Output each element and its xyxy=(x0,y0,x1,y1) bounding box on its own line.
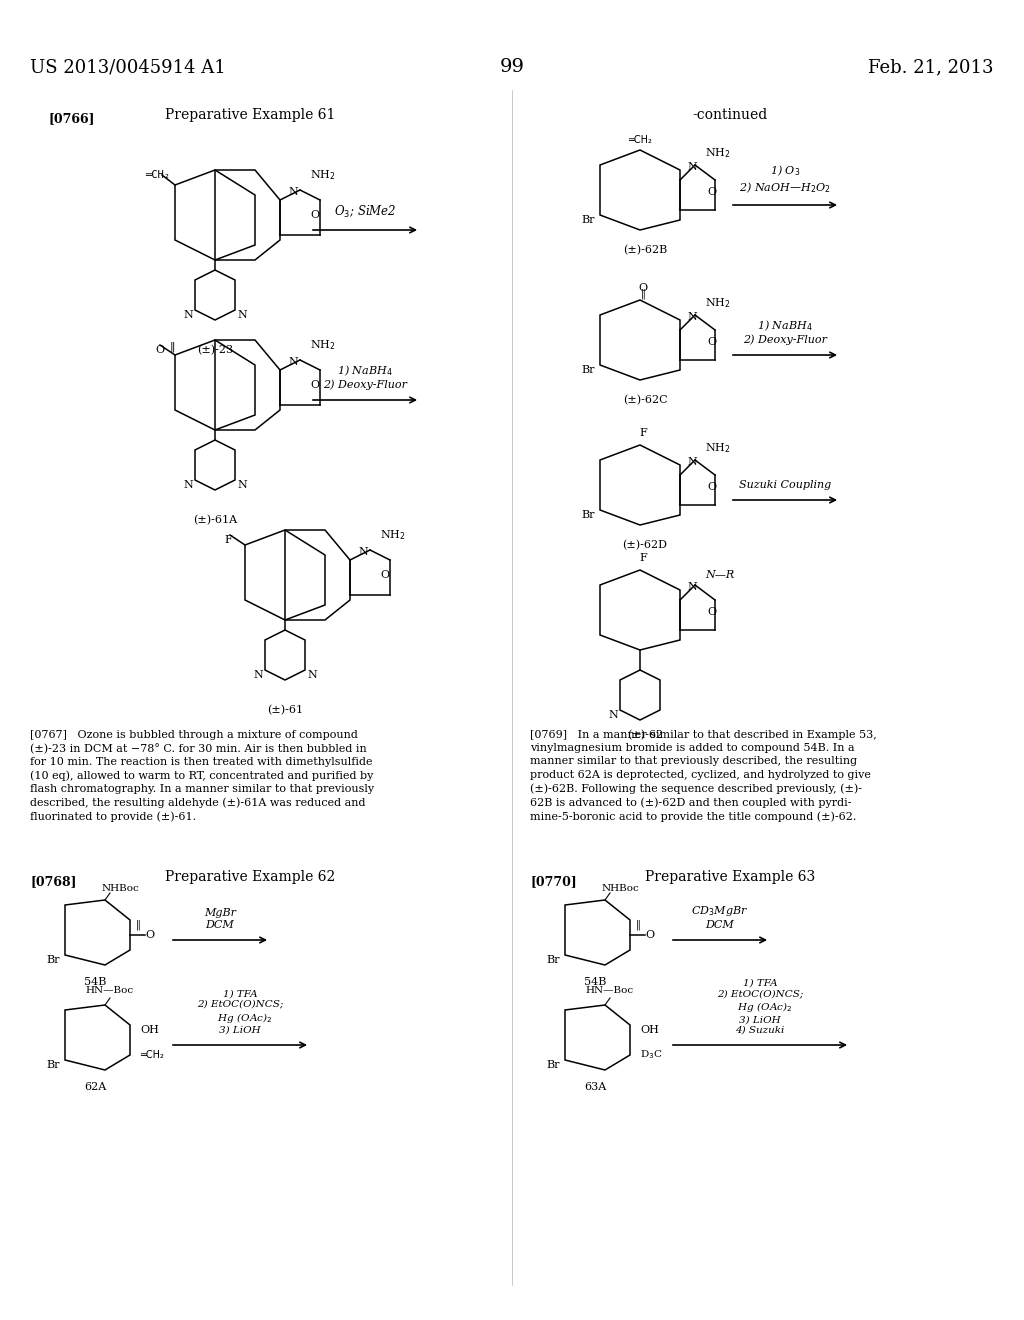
Text: O: O xyxy=(310,380,319,389)
Text: (±)-61: (±)-61 xyxy=(267,705,303,715)
Text: 1) O$_3$
2) NaOH—H$_2$O$_2$: 1) O$_3$ 2) NaOH—H$_2$O$_2$ xyxy=(739,164,830,195)
Text: N—R: N—R xyxy=(705,570,734,579)
Text: (±)-62B: (±)-62B xyxy=(623,246,667,255)
Text: N: N xyxy=(687,312,697,322)
Text: O: O xyxy=(638,282,647,293)
Text: N: N xyxy=(183,480,193,490)
Text: Br: Br xyxy=(46,1060,60,1071)
Text: 54B: 54B xyxy=(584,977,606,987)
Text: [0769]   In a manner similar to that described in Example 53,
vinylmagnesium bro: [0769] In a manner similar to that descr… xyxy=(530,730,877,821)
Text: NHBoc: NHBoc xyxy=(101,884,139,894)
Text: N: N xyxy=(687,457,697,467)
Text: O: O xyxy=(708,337,717,347)
Text: O: O xyxy=(645,931,654,940)
Text: [0766]: [0766] xyxy=(48,112,94,125)
Text: ‖: ‖ xyxy=(135,920,140,931)
Text: 1) TFA
2) EtOC(O)NCS;
   Hg (OAc)$_2$
3) LiOH: 1) TFA 2) EtOC(O)NCS; Hg (OAc)$_2$ 3) Li… xyxy=(197,989,284,1035)
Text: N: N xyxy=(687,582,697,591)
Text: (±)-62D: (±)-62D xyxy=(623,540,668,550)
Text: O: O xyxy=(145,931,155,940)
Text: (±)-23: (±)-23 xyxy=(197,345,233,355)
Text: [0767]   Ozone is bubbled through a mixture of compound
(±)-23 in DCM at −78° C.: [0767] Ozone is bubbled through a mixtur… xyxy=(30,730,374,822)
Text: O: O xyxy=(310,210,319,220)
Text: [0768]: [0768] xyxy=(30,875,77,888)
Text: N: N xyxy=(358,546,368,557)
Text: 54B: 54B xyxy=(84,977,106,987)
Text: N: N xyxy=(288,187,298,197)
Text: OH: OH xyxy=(140,1026,159,1035)
Text: Preparative Example 63: Preparative Example 63 xyxy=(645,870,815,884)
Text: Br: Br xyxy=(547,954,560,965)
Text: F: F xyxy=(639,553,647,564)
Text: N: N xyxy=(687,162,697,172)
Text: O: O xyxy=(708,187,717,197)
Text: NH$_2$: NH$_2$ xyxy=(705,441,731,455)
Text: Feb. 21, 2013: Feb. 21, 2013 xyxy=(868,58,994,77)
Text: NH$_2$: NH$_2$ xyxy=(705,296,731,310)
Text: US 2013/0045914 A1: US 2013/0045914 A1 xyxy=(30,58,225,77)
Text: ═CH₂: ═CH₂ xyxy=(140,1049,164,1060)
Text: Br: Br xyxy=(582,215,595,224)
Text: ‖: ‖ xyxy=(636,920,640,931)
Text: ═CH₂: ═CH₂ xyxy=(628,135,652,145)
Text: 63A: 63A xyxy=(584,1082,606,1092)
Text: O: O xyxy=(708,482,717,492)
Text: 62A: 62A xyxy=(84,1082,106,1092)
Text: Br: Br xyxy=(582,510,595,520)
Text: Br: Br xyxy=(46,954,60,965)
Text: D$_3$C: D$_3$C xyxy=(640,1048,663,1061)
Text: OH: OH xyxy=(640,1026,658,1035)
Text: ‖: ‖ xyxy=(169,342,175,352)
Text: F: F xyxy=(224,535,232,545)
Text: F: F xyxy=(639,428,647,438)
Text: CD$_3$MgBr
DCM: CD$_3$MgBr DCM xyxy=(691,904,749,931)
Text: N: N xyxy=(608,710,618,719)
Text: HN—Boc: HN—Boc xyxy=(86,986,134,995)
Text: N: N xyxy=(237,310,247,319)
Text: [0770]: [0770] xyxy=(530,875,577,888)
Text: -continued: -continued xyxy=(692,108,768,121)
Text: 1) NaBH$_4$
2) Deoxy-Fluor: 1) NaBH$_4$ 2) Deoxy-Fluor xyxy=(743,318,827,345)
Text: N: N xyxy=(237,480,247,490)
Text: NH$_2$: NH$_2$ xyxy=(705,147,731,160)
Text: MgBr
DCM: MgBr DCM xyxy=(204,908,236,931)
Text: ‖: ‖ xyxy=(641,289,645,300)
Text: NH$_2$: NH$_2$ xyxy=(310,338,336,352)
Text: NHBoc: NHBoc xyxy=(601,884,639,894)
Text: N: N xyxy=(288,356,298,367)
Text: N: N xyxy=(183,310,193,319)
Text: NH$_2$: NH$_2$ xyxy=(310,168,336,182)
Text: Preparative Example 61: Preparative Example 61 xyxy=(165,108,335,121)
Text: Br: Br xyxy=(547,1060,560,1071)
Text: O: O xyxy=(708,607,717,616)
Text: NH$_2$: NH$_2$ xyxy=(380,528,406,543)
Text: Suzuki Coupling: Suzuki Coupling xyxy=(739,480,831,490)
Text: (±)-61A: (±)-61A xyxy=(193,515,238,525)
Text: O: O xyxy=(381,570,389,579)
Text: (±)-62C: (±)-62C xyxy=(623,395,668,405)
Text: Br: Br xyxy=(582,366,595,375)
Text: 99: 99 xyxy=(500,58,524,77)
Text: (±)-62: (±)-62 xyxy=(627,730,664,741)
Text: 1) NaBH$_4$
2) Deoxy-Fluor: 1) NaBH$_4$ 2) Deoxy-Fluor xyxy=(323,363,407,389)
Text: N: N xyxy=(253,671,263,680)
Text: O$_3$; SiMe2: O$_3$; SiMe2 xyxy=(334,203,396,220)
Text: O: O xyxy=(156,345,165,355)
Text: ═CH₂: ═CH₂ xyxy=(145,170,170,180)
Text: HN—Boc: HN—Boc xyxy=(586,986,634,995)
Text: 1) TFA
2) EtOC(O)NCS;
   Hg (OAc)$_2$
3) LiOH
4) Suzuki: 1) TFA 2) EtOC(O)NCS; Hg (OAc)$_2$ 3) Li… xyxy=(717,979,803,1035)
Text: Preparative Example 62: Preparative Example 62 xyxy=(165,870,335,884)
Text: N: N xyxy=(307,671,316,680)
